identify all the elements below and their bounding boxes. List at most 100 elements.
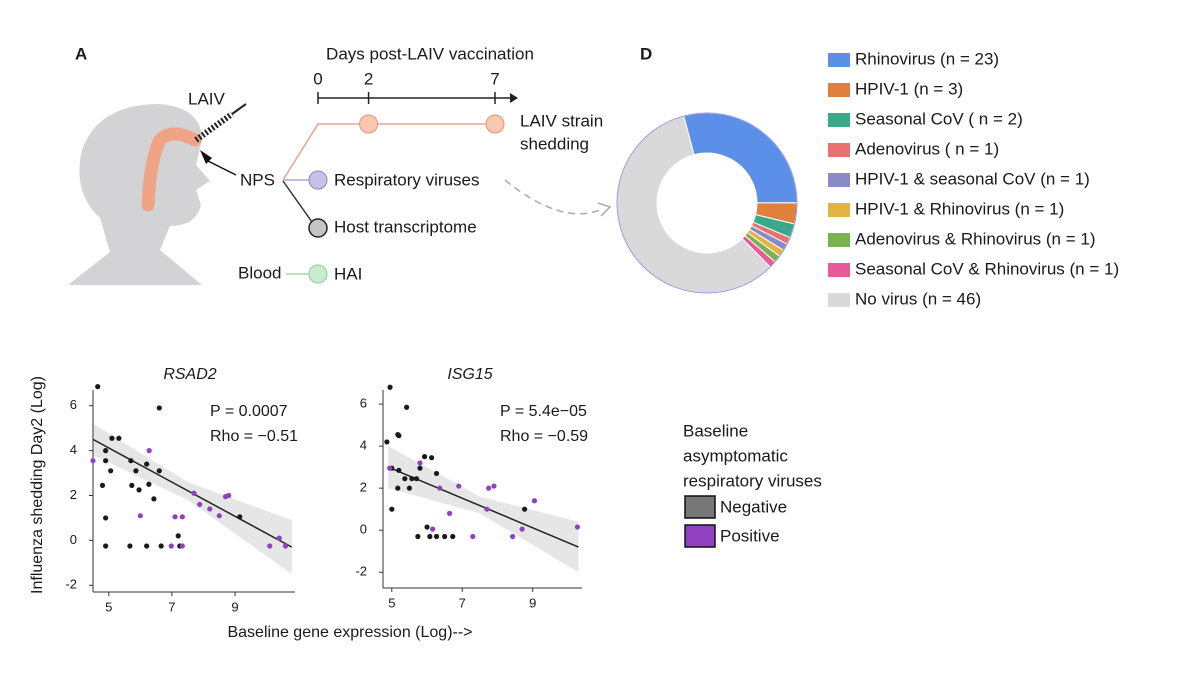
point (456, 483, 462, 489)
point (413, 476, 420, 482)
y-tick-label: 6 (360, 396, 367, 411)
point (442, 533, 448, 540)
legend-swatch (828, 143, 850, 157)
point (402, 476, 408, 482)
point (430, 526, 436, 532)
legend-label: HPIV-1 (n = 3) (855, 79, 963, 98)
legend-label: HPIV-1 & Rhinovirus (n = 1) (855, 199, 1064, 218)
point (197, 501, 203, 508)
point (491, 483, 497, 489)
point (446, 510, 453, 516)
legend-swatch (828, 53, 850, 67)
point (109, 435, 115, 441)
chart-title: ISG15 (447, 366, 492, 383)
blood-assay: HAI (334, 264, 362, 283)
point (521, 506, 528, 512)
shedding-line (282, 123, 495, 181)
branch-line (282, 180, 313, 223)
point (103, 458, 109, 464)
point (108, 468, 114, 474)
point (172, 514, 178, 520)
point (137, 513, 143, 519)
syringe (194, 111, 234, 143)
y-tick-label: -2 (65, 577, 77, 592)
swab-line (205, 159, 237, 176)
y-tick-label: -2 (355, 564, 367, 579)
x-tick-label: 7 (168, 599, 175, 614)
chart-title: RSAD2 (163, 366, 216, 383)
legend-title: Baseline (683, 421, 748, 440)
point (484, 506, 490, 512)
point (276, 535, 282, 541)
panel-label: A (75, 44, 87, 63)
y-tick-label: 6 (70, 397, 77, 412)
arrow-head (597, 202, 612, 217)
annotation: P = 0.0007 (210, 403, 288, 420)
nasal-tract (141, 127, 202, 212)
branch-label: Respiratory viruses (334, 170, 480, 189)
legend-swatch (828, 263, 850, 277)
point (144, 543, 150, 549)
point (470, 533, 476, 540)
swab (200, 150, 212, 164)
point (146, 448, 152, 454)
blood-label: Blood (238, 263, 281, 282)
x-tick-label: 5 (105, 599, 112, 614)
donut-slice (683, 112, 798, 204)
point (129, 482, 135, 488)
legend-label: No virus (n = 46) (855, 289, 981, 308)
point (424, 524, 430, 530)
point (179, 543, 185, 549)
shedding-node (485, 114, 505, 134)
point (95, 384, 101, 390)
legend-title: asymptomatic (683, 446, 788, 465)
point (179, 514, 185, 520)
point (403, 404, 410, 410)
point (574, 524, 581, 530)
legend-label: Negative (720, 497, 787, 516)
point (406, 485, 413, 491)
legend-label: Adenovirus ( n = 1) (855, 139, 999, 158)
point (168, 543, 174, 549)
point (433, 533, 440, 540)
point (127, 543, 133, 549)
legend-swatch (828, 173, 850, 187)
y-tick-label: 4 (70, 442, 77, 457)
confidence-band (93, 423, 292, 575)
point (216, 513, 222, 519)
x-tick-label: 5 (388, 595, 395, 610)
branch-label: Host transcriptome (334, 217, 477, 236)
y-tick-label: 2 (70, 487, 77, 502)
timeline-tick-label: 7 (490, 69, 499, 88)
legend-label: Rhinovirus (n = 23) (855, 49, 999, 68)
point (395, 485, 401, 491)
point (450, 533, 456, 540)
point (156, 468, 162, 474)
point (519, 526, 525, 532)
dashed-arrow (504, 179, 601, 215)
point (486, 485, 492, 491)
point (267, 543, 273, 549)
y-tick-label: 0 (360, 522, 367, 537)
syringe-label: LAIV (188, 89, 226, 108)
timeline-title: Days post-LAIV vaccination (326, 44, 534, 63)
legend-label: Positive (720, 526, 780, 545)
timeline-tick-label: 2 (364, 69, 373, 88)
point (415, 533, 421, 540)
hai-node (308, 264, 328, 284)
legend-label: Seasonal CoV ( n = 2) (855, 109, 1023, 128)
virus-node (308, 170, 328, 190)
point (237, 514, 243, 520)
point (103, 543, 109, 549)
point (146, 481, 152, 487)
point (433, 470, 440, 477)
legend-swatch (684, 495, 716, 519)
donut-outline (616, 112, 798, 294)
head-silhouette (68, 104, 210, 285)
point (396, 433, 402, 439)
legend-swatch (828, 233, 850, 247)
x-tick-label: 9 (529, 595, 536, 610)
point (191, 490, 197, 496)
point (116, 435, 122, 441)
